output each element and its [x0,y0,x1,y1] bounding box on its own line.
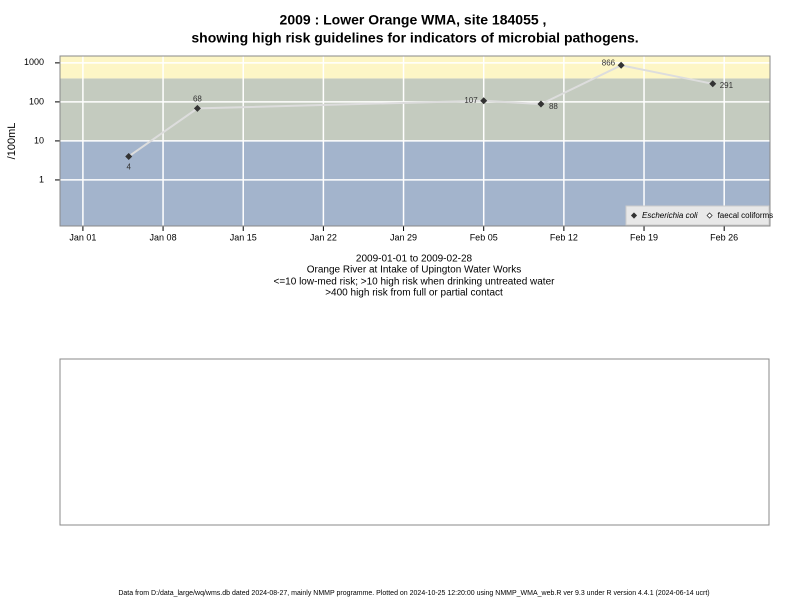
legend-marker [706,212,713,219]
legend-marker [630,212,638,219]
point [617,61,625,69]
x-tick-label: Jan 29 [390,232,417,242]
value-label: 107 [464,96,478,105]
chart-title-line2: showing high risk guidelines for indicat… [191,30,638,46]
x-tick-label: Jan 08 [150,232,177,242]
risk-band [60,56,770,79]
y-tick-label: 1000 [24,57,44,67]
y-axis-label: /100mL [6,123,18,160]
subtitle: >400 high risk from full or partial cont… [325,288,503,299]
point [537,100,545,108]
y-tick-label: 10 [34,135,44,145]
value-label: 291 [720,81,734,90]
value-label: 4 [126,163,131,172]
point [125,152,133,160]
x-tick-label: Feb 12 [550,232,578,242]
x-tick-label: Jan 22 [310,232,337,242]
point [709,80,717,88]
subtitle: Orange River at Intake of Upington Water… [307,265,522,276]
x-tick-label: Jan 15 [230,232,257,242]
x-tick-label: Feb 19 [630,232,658,242]
empty-panel [59,358,770,526]
x-tick-label: Feb 05 [470,232,498,242]
y-tick-label: 1 [39,174,44,184]
value-label: 88 [549,102,558,111]
chart-title: 2009 : Lower Orange WMA, site 184055 , [280,12,547,28]
plot-frame [59,55,771,227]
value-label: 68 [193,95,202,104]
point [480,97,488,105]
subtitle: <=10 low-med risk; >10 high risk when dr… [274,277,556,288]
series-line [128,64,713,158]
y-tick-label: 100 [29,96,44,106]
legend-label: faecal coliforms [718,211,774,220]
footer: Data from D:/data_large/wq/wms.db dated … [118,590,709,597]
value-label: 866 [602,58,616,67]
x-tick-label: Jan 01 [69,232,96,242]
risk-band [60,78,770,141]
legend-label: Escherichia coli [642,211,698,220]
x-tick-label: Feb 26 [710,232,738,242]
legend-box [625,205,770,226]
point [193,104,201,112]
subtitle: 2009-01-01 to 2009-02-28 [356,254,473,265]
